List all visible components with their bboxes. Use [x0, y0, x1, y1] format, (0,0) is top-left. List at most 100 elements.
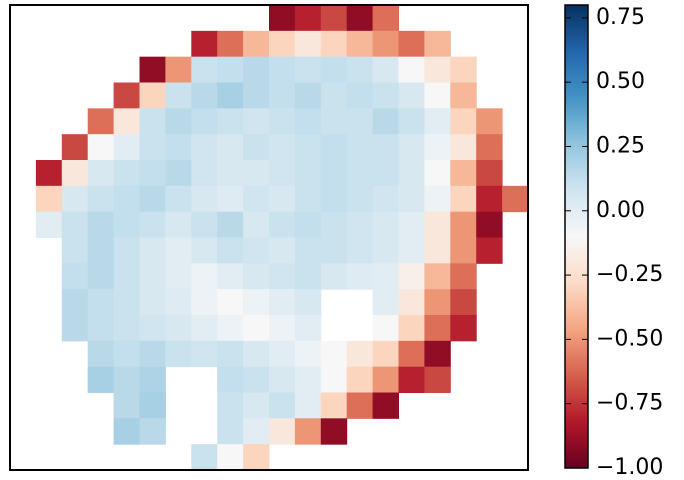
heatmap-cell	[320, 30, 348, 58]
heatmap-cell	[398, 366, 425, 393]
heatmap-cell	[424, 160, 451, 187]
heatmap-cell	[217, 160, 244, 187]
heatmap-cell	[191, 289, 218, 316]
heatmap-cell	[320, 56, 348, 83]
heatmap-cell	[217, 392, 244, 419]
heatmap-cell	[139, 315, 166, 342]
heatmap-cell	[87, 366, 115, 393]
heatmap-cell	[372, 160, 399, 187]
heatmap-cell	[346, 392, 374, 419]
heatmap-cell	[269, 185, 296, 213]
heatmap-cell	[346, 160, 374, 187]
heatmap-cell	[424, 263, 451, 290]
heatmap-cell	[450, 82, 477, 109]
plot-frame	[9, 4, 529, 471]
heatmap-cell	[450, 185, 477, 213]
heatmap-cell	[346, 108, 374, 135]
heatmap-cell	[217, 185, 244, 213]
heatmap-cell	[294, 30, 322, 58]
heatmap-cell	[424, 108, 451, 135]
heatmap-cell	[35, 211, 63, 238]
heatmap-cell	[217, 444, 244, 471]
heatmap-cell	[269, 366, 296, 393]
heatmap-cell	[450, 134, 477, 161]
heatmap-cell	[320, 82, 348, 109]
heatmap-cell	[269, 160, 296, 187]
heatmap-cell	[113, 340, 140, 368]
heatmap-cell	[243, 185, 270, 213]
heatmap-cell	[191, 30, 218, 58]
heatmap-cell	[398, 82, 425, 109]
colorbar-tick-label: −0.25	[596, 262, 663, 287]
heatmap-cell	[294, 263, 322, 290]
heatmap-cell	[87, 315, 115, 342]
heatmap-cell	[243, 160, 270, 187]
heatmap-cell	[191, 56, 218, 83]
heatmap-cell	[191, 185, 218, 213]
heatmap-cell	[398, 134, 425, 161]
heatmap-cell	[217, 315, 244, 342]
heatmap-cell	[424, 134, 451, 161]
heatmap-cell	[294, 289, 322, 316]
heatmap-cell	[113, 211, 140, 238]
heatmap-cell	[113, 315, 140, 342]
heatmap-cell	[269, 211, 296, 238]
heatmap-cell	[294, 366, 322, 393]
heatmap-cell	[113, 134, 140, 161]
heatmap-cell	[372, 263, 399, 290]
heatmap-cell	[346, 56, 374, 83]
heatmap-cell	[243, 134, 270, 161]
heatmap-cell	[165, 82, 192, 109]
heatmap-cell	[346, 340, 374, 368]
heatmap-cell	[139, 418, 166, 445]
heatmap-cell	[217, 340, 244, 368]
heatmap-cell	[243, 108, 270, 135]
heatmap-cell	[191, 134, 218, 161]
heatmap-cell	[346, 263, 374, 290]
heatmap-cell	[61, 237, 89, 264]
heatmap-cell	[398, 237, 425, 264]
heatmap-cell	[294, 315, 322, 342]
heatmap-cell	[320, 134, 348, 161]
heatmap-cell	[191, 211, 218, 238]
heatmap-cell	[139, 185, 166, 213]
heatmap-cell	[346, 134, 374, 161]
heatmap-cell	[165, 160, 192, 187]
heatmap-cell	[372, 366, 399, 393]
heatmap-cell	[113, 366, 140, 393]
heatmap-cell	[398, 185, 425, 213]
heatmap-cell	[424, 315, 451, 342]
heatmap-cell	[372, 211, 399, 238]
heatmap-cell	[243, 237, 270, 264]
heatmap-cell	[320, 263, 348, 290]
heatmap-cell	[346, 82, 374, 109]
heatmap-cell	[398, 340, 425, 368]
heatmap-cell	[372, 30, 399, 58]
heatmap-cell	[217, 418, 244, 445]
heatmap-cell	[269, 340, 296, 368]
heatmap-cell	[294, 340, 322, 368]
heatmap-cell	[139, 340, 166, 368]
heatmap-cell	[398, 263, 425, 290]
colorbar-tick-label: −0.75	[596, 391, 663, 416]
heatmap-cell	[61, 185, 89, 213]
heatmap-cell	[398, 108, 425, 135]
heatmap-cell	[191, 340, 218, 368]
heatmap-cell	[450, 263, 477, 290]
heatmap-cell	[139, 160, 166, 187]
colorbar	[564, 4, 589, 469]
heatmap	[35, 5, 529, 471]
heatmap-cell	[424, 185, 451, 213]
heatmap-cell	[87, 108, 115, 135]
heatmap-cell	[139, 134, 166, 161]
heatmap-cell	[450, 237, 477, 264]
heatmap-cell	[217, 211, 244, 238]
colorbar-tick-label: 0.50	[596, 69, 645, 94]
heatmap-cell	[217, 30, 244, 58]
heatmap-cell	[476, 237, 503, 264]
heatmap-cell	[450, 289, 477, 316]
colorbar-tick-label: −0.50	[596, 326, 663, 351]
heatmap-cell	[372, 56, 399, 83]
heatmap-cell	[346, 366, 374, 393]
